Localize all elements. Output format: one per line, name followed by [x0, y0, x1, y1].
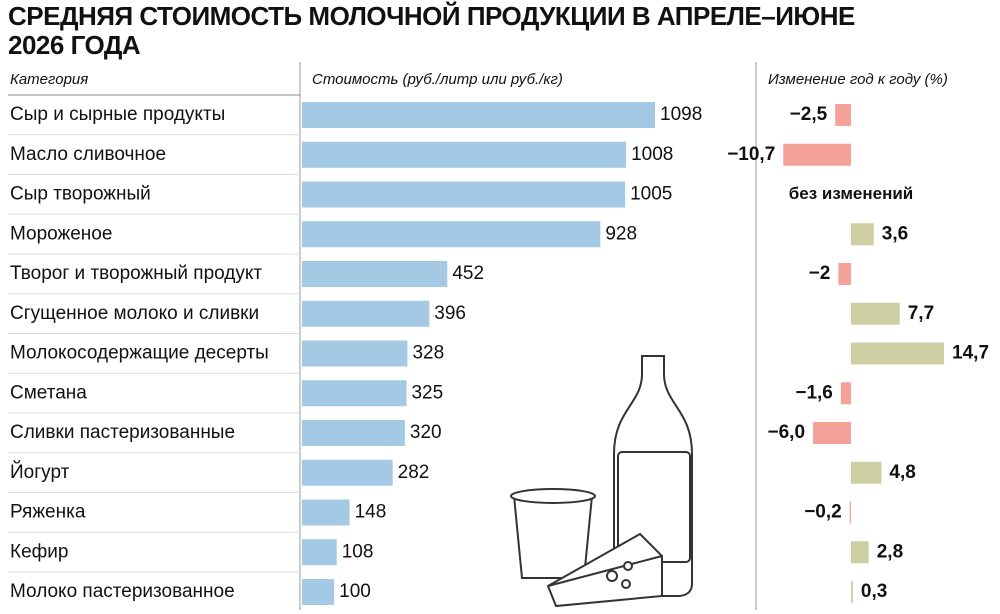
category-label: Йогурт: [10, 461, 70, 483]
change-bar: [849, 501, 851, 524]
value-label: 320: [410, 422, 442, 443]
change-bar: [851, 461, 882, 484]
bar: [302, 420, 405, 446]
bar: [302, 459, 393, 486]
value-label: 928: [605, 223, 637, 244]
value-label: 452: [452, 263, 484, 284]
bar: [302, 380, 407, 407]
category-header: Категория: [10, 71, 88, 88]
category-label: Молоко пастеризованное: [10, 581, 235, 602]
value-label: 100: [339, 581, 371, 602]
category-label: Масло сливочное: [10, 144, 166, 165]
change-label: 3,6: [882, 223, 908, 244]
value-label: 1008: [631, 144, 673, 165]
change-label: −0,2: [804, 502, 842, 523]
change-label: −1,6: [795, 382, 833, 403]
change-label: −10,7: [727, 144, 775, 165]
category-label: Сыр творожный: [10, 184, 151, 205]
change-label: 7,7: [908, 303, 934, 324]
category-label: Сметана: [10, 382, 87, 403]
change-label: 14,7: [952, 343, 989, 364]
bar: [302, 102, 655, 128]
category-label: Кефир: [10, 541, 68, 562]
value-label: 282: [398, 462, 430, 483]
change-label: 2,8: [877, 541, 903, 562]
value-label: 325: [411, 382, 443, 403]
bar: [302, 221, 601, 248]
category-label: Сыр и сырные продукты: [10, 104, 225, 125]
bar: [302, 141, 627, 168]
value-label: 396: [434, 303, 466, 324]
change-bar: [813, 422, 851, 444]
change-bar: [840, 382, 851, 405]
category-label: Сливки пастеризованные: [10, 422, 235, 443]
bar: [302, 539, 337, 566]
change-bar: [851, 541, 869, 564]
change-bar: [838, 263, 851, 285]
change-bar: [835, 104, 851, 126]
category-label: Творог и творожный продукт: [10, 263, 262, 284]
illustration: [510, 355, 693, 608]
change-label: −2,5: [790, 104, 828, 125]
change-bar: [851, 302, 900, 325]
value-label: 108: [342, 541, 374, 562]
change-bar: [851, 581, 853, 603]
bar: [302, 300, 430, 327]
value-label: 328: [412, 343, 444, 364]
change-label: 0,3: [861, 581, 887, 602]
value-label: 148: [355, 502, 387, 523]
value-header: Стоимость (руб./литр или руб./кг): [312, 71, 563, 88]
bar: [302, 579, 335, 605]
value-label: 1098: [660, 104, 702, 125]
category-label: Сгущенное молоко и сливки: [10, 303, 259, 324]
category-label: Ряженка: [10, 502, 86, 523]
change-bar: [851, 342, 945, 365]
change-bar: [851, 223, 874, 246]
change-bar: [783, 143, 851, 166]
change-label: без изменений: [789, 184, 914, 203]
bar: [302, 499, 350, 526]
category-label: Мороженое: [10, 223, 112, 244]
bar: [302, 340, 408, 367]
change-header: Изменение год к году (%): [768, 71, 948, 88]
category-label: Молокосодержащие десерты: [10, 343, 269, 364]
change-label: −2: [809, 263, 831, 284]
bar: [302, 261, 448, 287]
value-label: 1005: [630, 184, 672, 205]
bar: [302, 181, 626, 208]
change-label: −6,0: [768, 422, 806, 443]
chart-title: СРЕДНЯЯ СТОИМОСТЬ МОЛОЧНОЙ ПРОДУКЦИИ В А…: [8, 1, 855, 60]
change-label: 4,8: [889, 462, 915, 483]
